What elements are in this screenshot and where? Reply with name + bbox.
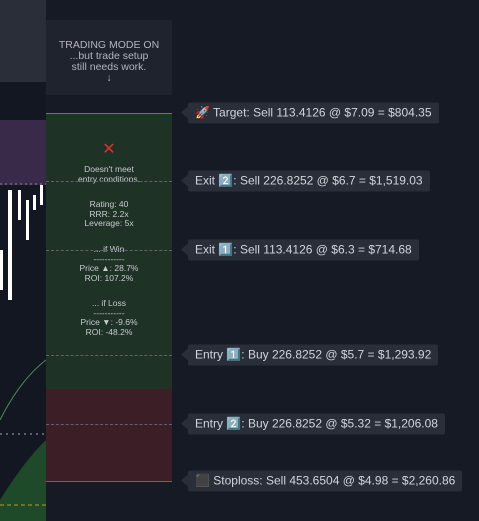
candle [18,190,21,220]
loss-zone [46,389,172,482]
level-label: Entry 2️⃣: Buy 226.8252 @ $5.32 = $1,206… [181,413,445,435]
loss-stats: ... if Loss ----------- Price ▼: -9.6% R… [46,298,172,337]
candle [0,250,3,290]
level-label: Entry 1️⃣: Buy 226.8252 @ $5.7 = $1,293.… [180,344,439,366]
banner-line: TRADING MODE ON [58,39,160,51]
status-text: Doesn't meet entry conditions. [46,164,172,184]
level-label: ⬛ Stoploss: Sell 453.6504 @ $4.98 = $2,2… [180,470,463,492]
win-stats: ... if Win ----------- Price ▲: 28.7% RO… [46,244,172,283]
zone [0,120,46,185]
price-chart [0,0,46,521]
banner-line: ...but trade setup [69,50,149,62]
level-label: Exit 2️⃣: Sell 226.8252 @ $6.7 = $1,519.… [181,170,430,192]
level-dash [46,250,172,251]
level-dash [46,424,172,425]
level-dash [46,355,172,356]
text-line: ----------- [93,253,125,264]
text-line: ... if Loss [91,298,126,308]
text-line: ROI: 107.2% [84,272,134,283]
text-line: Price ▲: 28.7% [79,263,139,273]
banner-line: ↓ [106,72,112,84]
stats: Rating: 40 RRR: 2.2x Leverage: 5x [46,199,172,229]
level-label: 🚀 Target: Sell 113.4126 @ $7.09 = $804.3… [181,102,439,124]
area [0,440,46,521]
text-line: RRR: 2.2x [89,208,129,219]
status-icon: ✕ [102,141,116,158]
text-line: ... if Win [93,244,125,254]
text-line: Doesn't meet [84,164,134,174]
text-line: Leverage: 5x [84,218,134,228]
text-line: ----------- [93,307,125,318]
candle [8,190,12,300]
profit-zone [46,113,172,389]
text-line: entry conditions. [78,173,140,184]
level-label: Exit 1️⃣: Sell 113.4126 @ $6.3 = $714.68 [181,239,419,261]
level-dash [46,181,172,182]
mode-banner: TRADING MODE ON ...but trade setup still… [46,20,172,95]
candle [40,185,43,205]
chart-area [0,0,46,82]
candle [33,195,36,210]
banner-line: still needs work. [71,61,147,73]
text-line: ROI: -48.2% [85,326,133,337]
candle [26,200,29,240]
text-line: Price ▼: -9.6% [80,317,138,327]
trend-line [0,359,46,421]
text-line: Rating: 40 [89,199,129,209]
